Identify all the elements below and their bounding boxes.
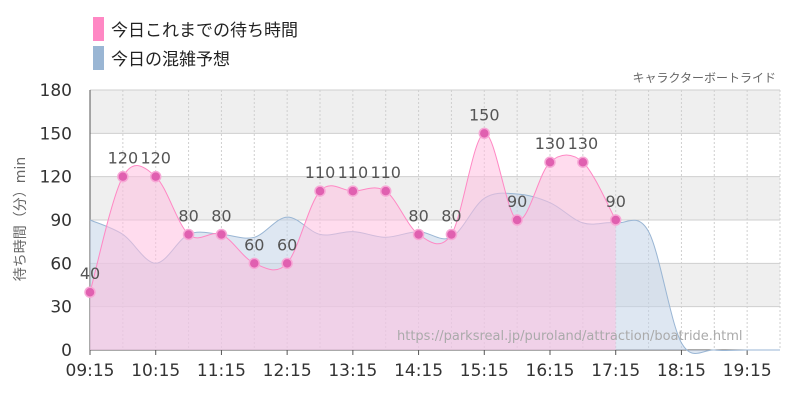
wait-point xyxy=(117,170,129,183)
wait-point xyxy=(248,257,261,270)
y-tick-label: 180 xyxy=(40,81,72,101)
legend-label-wait: 今日これまでの待ち時間 xyxy=(111,21,298,41)
wait-value-label: 80 xyxy=(178,206,198,225)
wait-value-label: 120 xyxy=(140,149,171,168)
legend-item-forecast[interactable]: 今日の混雑予想 xyxy=(93,43,298,72)
x-tick-label: 16:15 xyxy=(526,361,575,381)
wait-value-label: 90 xyxy=(507,192,527,211)
wait-point xyxy=(347,185,359,197)
grid-band xyxy=(90,90,780,134)
legend-swatch-wait xyxy=(93,16,104,41)
legend: 今日これまでの待ち時間 今日の混雑予想 xyxy=(93,14,298,72)
chart-subtitle: キャラクターボートライド xyxy=(632,71,776,85)
wait-point xyxy=(314,185,326,197)
wait-value-label: 80 xyxy=(441,206,461,225)
x-tick-label: 15:15 xyxy=(460,361,509,381)
wait-value-label: 120 xyxy=(108,149,139,168)
x-tick-label: 12:15 xyxy=(263,361,312,381)
source-url: https://parksreal.jp/puroland/attraction… xyxy=(397,329,743,344)
y-tick-label: 150 xyxy=(40,124,72,144)
wait-value-label: 80 xyxy=(408,206,428,225)
y-tick-label: 120 xyxy=(40,168,72,188)
x-tick-label: 09:15 xyxy=(66,361,115,381)
wait-point xyxy=(182,228,195,241)
x-tick-label: 17:15 xyxy=(591,361,640,381)
x-tick-label: 13:15 xyxy=(328,361,377,381)
wait-point xyxy=(412,228,425,241)
wait-point xyxy=(511,214,523,226)
forecast-series-line xyxy=(89,192,780,354)
wait-value-label: 150 xyxy=(469,105,500,124)
wait-point xyxy=(445,228,458,241)
wait-point xyxy=(478,127,491,140)
grid-band xyxy=(90,176,780,220)
wait-value-label: 130 xyxy=(568,134,599,153)
y-tick-label: 60 xyxy=(50,254,72,274)
wait-point xyxy=(281,257,293,270)
x-tick-label: 19:15 xyxy=(723,361,772,381)
wait-value-label: 110 xyxy=(370,163,401,182)
wait-point xyxy=(149,170,162,183)
wait-value-label: 40 xyxy=(80,264,100,283)
y-tick-label: 0 xyxy=(61,341,72,361)
y-tick-label: 90 xyxy=(50,211,72,231)
wait-point xyxy=(609,214,622,226)
wait-value-label: 80 xyxy=(211,206,231,225)
wait-point xyxy=(379,185,392,197)
wait-value-label: 60 xyxy=(244,235,264,254)
legend-swatch-forecast xyxy=(93,45,104,70)
wait-value-label: 90 xyxy=(606,192,626,211)
y-tick-label: 30 xyxy=(50,298,72,318)
x-tick-label: 10:15 xyxy=(131,361,180,381)
legend-label-forecast: 今日の混雑予想 xyxy=(111,50,230,70)
wait-value-label: 130 xyxy=(535,134,566,153)
x-tick-label: 18:15 xyxy=(657,361,706,381)
legend-item-wait[interactable]: 今日これまでの待ち時間 xyxy=(93,14,298,43)
wait-series-area xyxy=(90,133,616,350)
wait-value-label: 60 xyxy=(277,235,297,254)
x-tick-label: 11:15 xyxy=(197,361,246,381)
x-tick-label: 14:15 xyxy=(394,361,443,381)
wait-point xyxy=(84,286,96,298)
wait-point xyxy=(215,228,228,241)
wait-value-label: 110 xyxy=(305,163,336,182)
wait-point xyxy=(577,156,589,168)
wait-point xyxy=(544,156,556,168)
wait-value-label: 110 xyxy=(338,163,369,182)
